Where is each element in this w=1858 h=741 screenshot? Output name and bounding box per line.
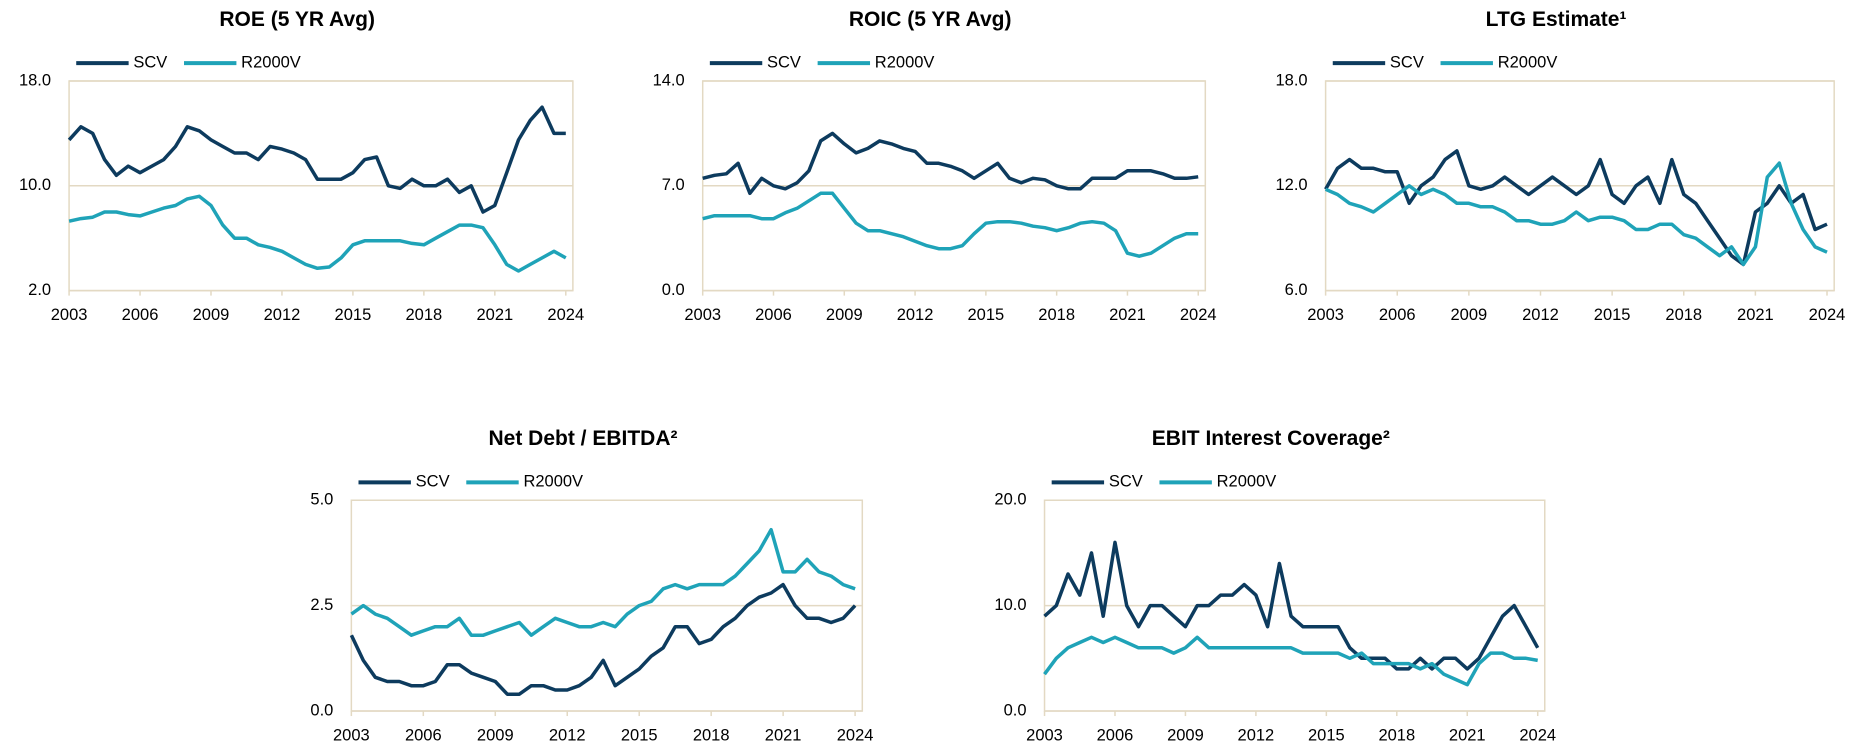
x-tick-label: 2024 xyxy=(1180,306,1217,324)
x-tick-label: 2003 xyxy=(1307,306,1344,324)
x-tick-label: 2006 xyxy=(1379,306,1416,324)
y-tick-label: 0.0 xyxy=(310,701,333,719)
x-tick-label: 2006 xyxy=(122,306,159,324)
x-tick-label: 2015 xyxy=(1308,726,1345,741)
y-tick-label: 0.0 xyxy=(1004,701,1027,719)
legend-label: R2000V xyxy=(875,53,935,71)
chart-panel: EBIT Interest Coverage² 0.0 10.0 20.0 2003 20… xyxy=(994,427,1556,741)
x-tick-label: 2009 xyxy=(477,726,514,741)
x-tick-label: 2018 xyxy=(406,306,443,324)
x-tick-label: 2012 xyxy=(1238,726,1275,741)
x-tick-label: 2021 xyxy=(1449,726,1486,741)
y-tick-label: 10.0 xyxy=(19,176,51,194)
chart-title: LTG Estimate¹ xyxy=(1486,8,1627,31)
x-tick-label: 2018 xyxy=(693,726,730,741)
x-tick-label: 2015 xyxy=(335,306,372,324)
chart-panel: ROIC (5 YR Avg) 0.0 7.0 14.0 2003 2006 2009 201… xyxy=(653,8,1217,324)
x-tick-label: 2018 xyxy=(1665,306,1702,324)
x-tick-label: 2003 xyxy=(51,306,88,324)
legend-label: SCV xyxy=(767,53,801,71)
y-tick-label: 2.5 xyxy=(310,596,333,614)
series-line xyxy=(702,131,1199,196)
chart-title: ROE (5 YR Avg) xyxy=(219,8,375,31)
y-tick-label: 18.0 xyxy=(1275,71,1307,89)
chart-title: Net Debt / EBITDA² xyxy=(489,427,678,450)
x-tick-label: 2021 xyxy=(765,726,802,741)
y-tick-label: 20.0 xyxy=(994,491,1026,509)
legend-label: SCV xyxy=(416,473,450,491)
x-tick-label: 2009 xyxy=(826,306,863,324)
series-line xyxy=(1324,149,1828,267)
y-tick-label: 5.0 xyxy=(310,491,333,509)
y-tick-label: 12.0 xyxy=(1275,176,1307,194)
y-tick-label: 14.0 xyxy=(653,71,685,89)
series-line xyxy=(67,105,566,214)
x-tick-label: 2021 xyxy=(476,306,513,324)
series-line xyxy=(1043,635,1539,687)
legend-label: R2000V xyxy=(1498,53,1558,71)
legend-label: R2000V xyxy=(1217,473,1277,491)
x-tick-label: 2009 xyxy=(1167,726,1204,741)
x-tick-label: 2012 xyxy=(264,306,301,324)
y-tick-label: 18.0 xyxy=(19,71,51,89)
legend-label: SCV xyxy=(133,53,167,71)
chart-panel: LTG Estimate¹ 6.0 12.0 18.0 2003 2006 2009 2012… xyxy=(1275,8,1845,324)
x-tick-label: 2012 xyxy=(897,306,934,324)
x-tick-label: 2015 xyxy=(968,306,1005,324)
x-tick-label: 2024 xyxy=(1519,726,1556,741)
x-tick-label: 2024 xyxy=(547,306,584,324)
x-tick-label: 2018 xyxy=(1378,726,1415,741)
legend-label: SCV xyxy=(1109,473,1143,491)
legend-label: SCV xyxy=(1390,53,1424,71)
x-tick-label: 2024 xyxy=(1809,306,1846,324)
x-tick-label: 2006 xyxy=(405,726,442,741)
series-line xyxy=(1324,161,1828,267)
y-tick-label: 7.0 xyxy=(662,176,685,194)
x-tick-label: 2012 xyxy=(1522,306,1559,324)
chart-panel: ROE (5 YR Avg) 2.0 10.0 18.0 2003 2006 2009 201… xyxy=(19,8,584,324)
legend-label: R2000V xyxy=(523,473,583,491)
x-tick-label: 2003 xyxy=(333,726,370,741)
series-line xyxy=(68,194,567,273)
series-line xyxy=(1043,540,1540,671)
series-line xyxy=(702,191,1199,258)
x-tick-label: 2009 xyxy=(193,306,230,324)
chart-panel: Net Debt / EBITDA² 0.0 2.5 5.0 2003 2006 2009 2… xyxy=(310,427,873,741)
x-tick-label: 2024 xyxy=(837,726,874,741)
x-tick-label: 2003 xyxy=(684,306,721,324)
y-tick-label: 0.0 xyxy=(662,281,685,299)
series-line xyxy=(349,582,857,696)
x-tick-label: 2006 xyxy=(755,306,792,324)
x-tick-label: 2003 xyxy=(1026,726,1063,741)
x-tick-label: 2015 xyxy=(1594,306,1631,324)
x-tick-label: 2021 xyxy=(1737,306,1774,324)
x-tick-label: 2009 xyxy=(1451,306,1488,324)
x-tick-label: 2015 xyxy=(621,726,658,741)
x-tick-label: 2018 xyxy=(1038,306,1075,324)
x-tick-label: 2021 xyxy=(1109,306,1146,324)
x-tick-label: 2012 xyxy=(549,726,586,741)
legend-label: R2000V xyxy=(241,53,301,71)
y-tick-label: 2.0 xyxy=(28,281,51,299)
y-tick-label: 10.0 xyxy=(994,596,1026,614)
x-tick-label: 2006 xyxy=(1097,726,1134,741)
chart-title: EBIT Interest Coverage² xyxy=(1152,427,1390,450)
series-line xyxy=(350,527,856,637)
chart-title: ROIC (5 YR Avg) xyxy=(849,8,1012,31)
y-tick-label: 6.0 xyxy=(1285,281,1308,299)
